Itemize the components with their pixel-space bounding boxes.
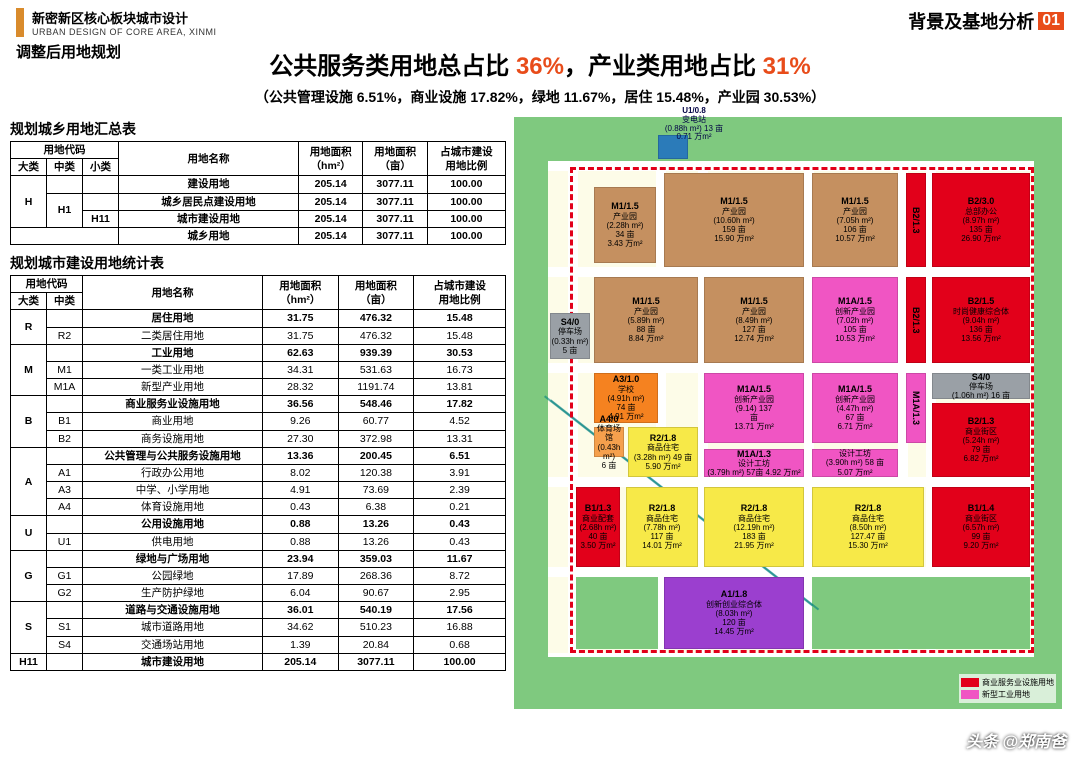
landuse-block: A4/0体育场馆(0.43h m²)6 亩 <box>594 427 624 457</box>
landuse-block: M1A/1.5创新产业园(4.47h m²)67 亩6.71 万m² <box>812 373 898 443</box>
table2-title: 规划城市建设用地统计表 <box>10 253 506 273</box>
subtitle: （公共管理设施 6.51%，商业设施 17.82%，绿地 11.67%，居住 1… <box>0 87 1080 107</box>
title-en: URBAN DESIGN OF CORE AREA, XINMI <box>32 27 217 37</box>
u1-label: U1/0.8变电站(0.88h m²) 13 亩0.71 万m² <box>644 107 744 142</box>
landuse-block: M1A/1.5创新产业园(9.14) 137亩13.71 万m² <box>704 373 804 443</box>
landuse-block: R2/1.8商品住宅(12.19h m²)183 亩21.95 万m² <box>704 487 804 567</box>
landuse-block: B2/1.3商业街区(5.24h m²)79 亩6.82 万m² <box>932 403 1030 477</box>
landuse-block: B2/3.0总部办公(8.97h m²)135 亩26.90 万m² <box>932 173 1030 267</box>
landuse-block: B2/1.3 <box>906 173 926 267</box>
landuse-block: R2/1.8商品住宅(3.28h m²) 49 亩5.90 万m² <box>628 427 698 477</box>
title-cn: 新密新区核心板块城市设计 <box>32 8 217 27</box>
landuse-block: M1A/1.3设计工坊(3.79h m²) 57亩 4.92 万m² <box>704 449 804 477</box>
stats-table: 用地代码用地名称用地面积（hm²）用地面积（亩）占城市建设用地比例大类中类R居住… <box>10 275 506 671</box>
landuse-block: A1/1.8创新创业综合体(8.03h m²)120 亩14.45 万m² <box>664 577 804 649</box>
landuse-block: M1/1.5产业园(10.60h m²)159 亩15.90 万m² <box>664 173 804 267</box>
landuse-block: M1/1.5产业园(7.05h m²)106 亩10.57 万m² <box>812 173 898 267</box>
landuse-map: U1/0.8变电站(0.88h m²) 13 亩0.71 万m² 商业服务业设施… <box>514 117 1062 709</box>
table1-title: 规划城乡用地汇总表 <box>10 119 506 139</box>
landuse-block: M1A/1.3 <box>906 373 926 443</box>
landuse-block: S4/0停车场(0.33h m²)5 亩 <box>550 313 590 359</box>
landuse-block: B2/1.3 <box>906 277 926 363</box>
landuse-block: R2/1.8商品住宅(8.50h m²)127.47 亩15.30 万m² <box>812 487 924 567</box>
summary-table: 用地代码用地名称用地面积（hm²）用地面积（亩）占城市建设用地比例大类中类小类H… <box>10 141 506 245</box>
landuse-block: M1/1.5产业园(8.49h m²)127 亩12.74 万m² <box>704 277 804 363</box>
watermark: 头条 @郑南爸 <box>966 728 1066 752</box>
page-num: 01 <box>1038 12 1064 30</box>
landuse-block: B1/1.3商业配套(2.68h m²)40 亩3.50 万m² <box>576 487 620 567</box>
page-section: 背景及基地分析 01 <box>908 8 1064 34</box>
main-title: 公共服务类用地总占比 36%，产业类用地占比 31% <box>0 46 1080 81</box>
landuse-block: B2/1.5时尚健康综合体(9.04h m²)136 亩13.56 万m² <box>932 277 1030 363</box>
landuse-block: S4/0停车场(1.06h m²) 16 亩 <box>932 373 1030 399</box>
map-legend: 商业服务业设施用地新型工业用地 <box>959 674 1056 703</box>
landuse-block: R2/1.8商品住宅(7.78h m²)117 亩14.01 万m² <box>626 487 698 567</box>
landuse-block: B1/1.4商业街区(6.57h m²)99 亩9.20 万m² <box>932 487 1030 567</box>
landuse-block: 设计工坊(3.90h m²) 58 亩5.07 万m² <box>812 449 898 477</box>
landuse-block: M1/1.5产业园(2.28h m²)34 亩3.43 万m² <box>594 187 656 263</box>
landuse-block: M1A/1.5创新产业园(7.02h m²)105 亩10.53 万m² <box>812 277 898 363</box>
doc-title: 新密新区核心板块城市设计 URBAN DESIGN OF CORE AREA, … <box>16 8 217 37</box>
landuse-block: M1/1.5产业园(5.89h m²)88 亩8.84 万m² <box>594 277 698 363</box>
